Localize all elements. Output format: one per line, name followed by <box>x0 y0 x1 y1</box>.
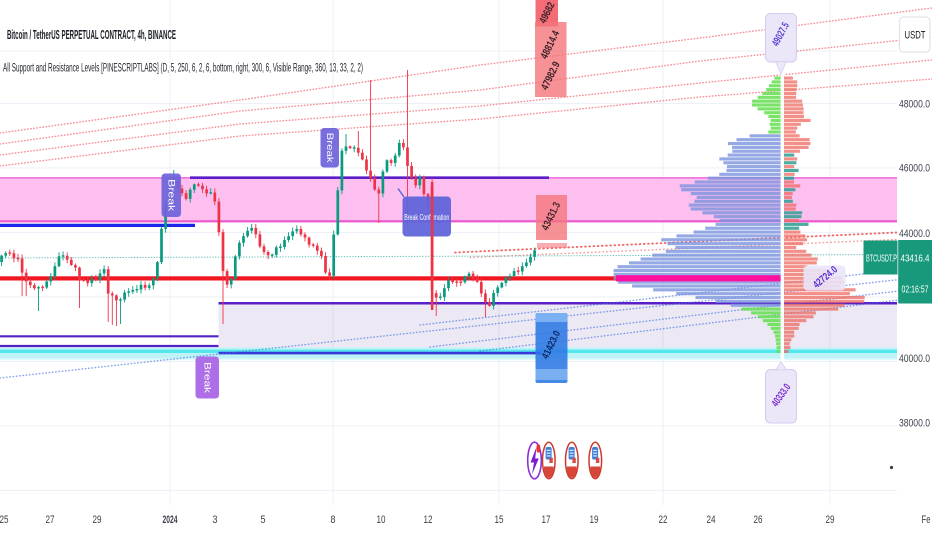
svg-text:Break Confirmation: Break Confirmation <box>404 212 449 222</box>
svg-text:15: 15 <box>495 514 504 526</box>
svg-text:12: 12 <box>424 514 433 526</box>
svg-text:19: 19 <box>590 514 599 526</box>
svg-text:2024: 2024 <box>163 514 179 526</box>
svg-text:29: 29 <box>93 514 102 526</box>
svg-text:26: 26 <box>754 514 763 526</box>
svg-text:25: 25 <box>0 514 9 526</box>
svg-text:02:16:57: 02:16:57 <box>902 284 929 296</box>
svg-text:43416.4: 43416.4 <box>901 253 930 265</box>
svg-text:38000.0: 38000.0 <box>899 418 930 430</box>
svg-text:22: 22 <box>659 514 668 526</box>
svg-text:48000.0: 48000.0 <box>899 99 930 111</box>
svg-text:24: 24 <box>707 514 716 526</box>
svg-text:Break: Break <box>324 133 335 163</box>
svg-text:40000.0: 40000.0 <box>899 353 930 365</box>
svg-text:17: 17 <box>542 514 551 526</box>
svg-text:8: 8 <box>331 514 336 526</box>
svg-text:All Support and Resistance Lev: All Support and Resistance Levels [PINES… <box>3 63 363 75</box>
svg-text:44000.0: 44000.0 <box>899 228 930 240</box>
svg-text:Break: Break <box>202 362 213 393</box>
svg-text:10: 10 <box>377 514 386 526</box>
svg-text:29: 29 <box>826 514 835 526</box>
svg-text:Bitcoin / TetherUS PERPETUAL C: Bitcoin / TetherUS PERPETUAL CONTRACT, 4… <box>7 27 176 42</box>
svg-text:46000.0: 46000.0 <box>899 163 930 175</box>
svg-text:Break: Break <box>166 179 177 211</box>
svg-text:Fe: Fe <box>922 514 931 526</box>
svg-text:3: 3 <box>213 514 218 526</box>
svg-text:5: 5 <box>261 514 266 526</box>
svg-text:USDT: USDT <box>905 30 926 42</box>
svg-text:BTCUSDT.P: BTCUSDT.P <box>866 253 897 265</box>
svg-text:27: 27 <box>46 514 55 526</box>
